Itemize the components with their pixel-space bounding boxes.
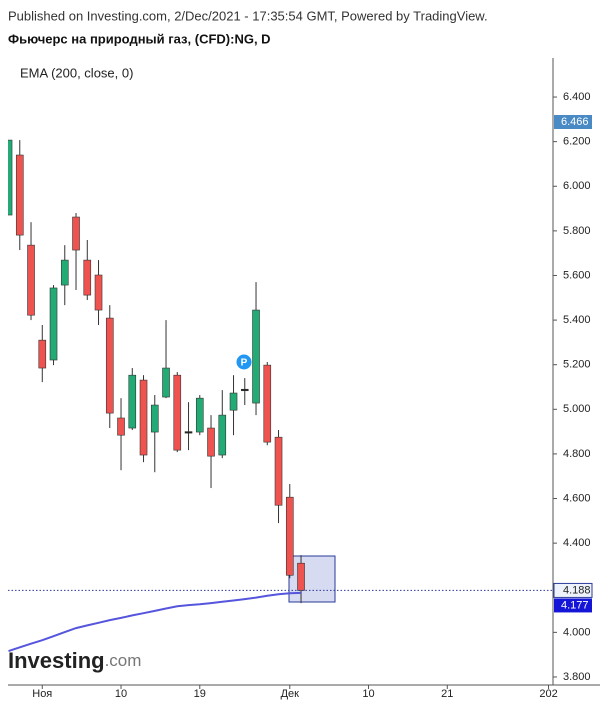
ema-price-box [554, 598, 592, 613]
candle-body [218, 414, 227, 456]
candle-body [117, 417, 125, 436]
last-price-box [553, 582, 593, 598]
candle-body [285, 496, 294, 576]
candle-body [15, 154, 24, 236]
ema-line [8, 591, 302, 653]
candle-body [94, 274, 103, 311]
marker-price-label: 6.466 [561, 116, 589, 128]
candle-body [150, 404, 159, 433]
y-tick-label: 5.200 [563, 359, 591, 371]
indicator-legend: EMA (200, close, 0) [20, 65, 133, 80]
y-tick-label: 5.800 [563, 225, 591, 237]
candle-body [83, 259, 92, 296]
marker-badge [236, 354, 252, 370]
y-tick-label: 6.000 [563, 180, 591, 192]
x-tick-label: 21 [441, 688, 453, 700]
candle-body [72, 216, 80, 251]
y-tick-label: 6.200 [563, 136, 591, 148]
y-tick-label: 4.600 [563, 492, 591, 504]
ema-price-label: 4.177 [561, 599, 589, 611]
logo: Investing.com [8, 648, 141, 673]
candle-body [252, 309, 260, 404]
logo-suffix: .com [105, 651, 142, 670]
candle-body [128, 374, 137, 429]
x-tick-label: Ноя [32, 688, 52, 700]
candle-body [173, 374, 182, 451]
x-tick-label: Дек [281, 688, 300, 700]
candle-body [207, 427, 215, 457]
marker-letter: P [241, 358, 248, 369]
x-tick-label: 202 [539, 688, 557, 700]
candle-body [274, 436, 283, 506]
last-price-label: 4.188 [563, 584, 591, 596]
y-tick-label: 4.000 [563, 626, 591, 638]
plot-area [8, 139, 305, 653]
y-tick-label: 4.800 [563, 448, 591, 460]
candle-body [195, 397, 204, 433]
y-tick-label: 3.800 [563, 671, 591, 683]
candle-body [240, 388, 249, 392]
candle-body [8, 139, 13, 216]
candle-body [162, 367, 170, 398]
y-tick-label: 5.000 [563, 403, 591, 415]
x-tick-label: 10 [115, 688, 127, 700]
published-note: Published on Investing.com, 2/Dec/2021 -… [8, 8, 488, 23]
candle-body [297, 562, 305, 591]
logo-text: Investing [8, 648, 105, 673]
x-tick-label: 10 [362, 688, 374, 700]
instrument-title: Фьючерс на природный газ, (CFD):NG, D [8, 31, 271, 46]
y-tick-label: 5.600 [563, 269, 591, 281]
candle-body [27, 244, 35, 316]
candle-body [263, 364, 272, 443]
candle-body [184, 431, 193, 434]
y-tick-label: 4.400 [563, 537, 591, 549]
candle-body [60, 259, 69, 286]
y-tick-label: 6.400 [563, 91, 591, 103]
position-box [288, 555, 336, 603]
marker-price-box [554, 115, 592, 129]
candle-body [139, 379, 148, 456]
candle-body [49, 287, 58, 361]
candle-body [38, 339, 47, 369]
y-tick-label: 5.400 [563, 314, 591, 326]
x-tick-label: 19 [194, 688, 206, 700]
candle-body [105, 317, 114, 414]
candle-body [229, 392, 238, 411]
